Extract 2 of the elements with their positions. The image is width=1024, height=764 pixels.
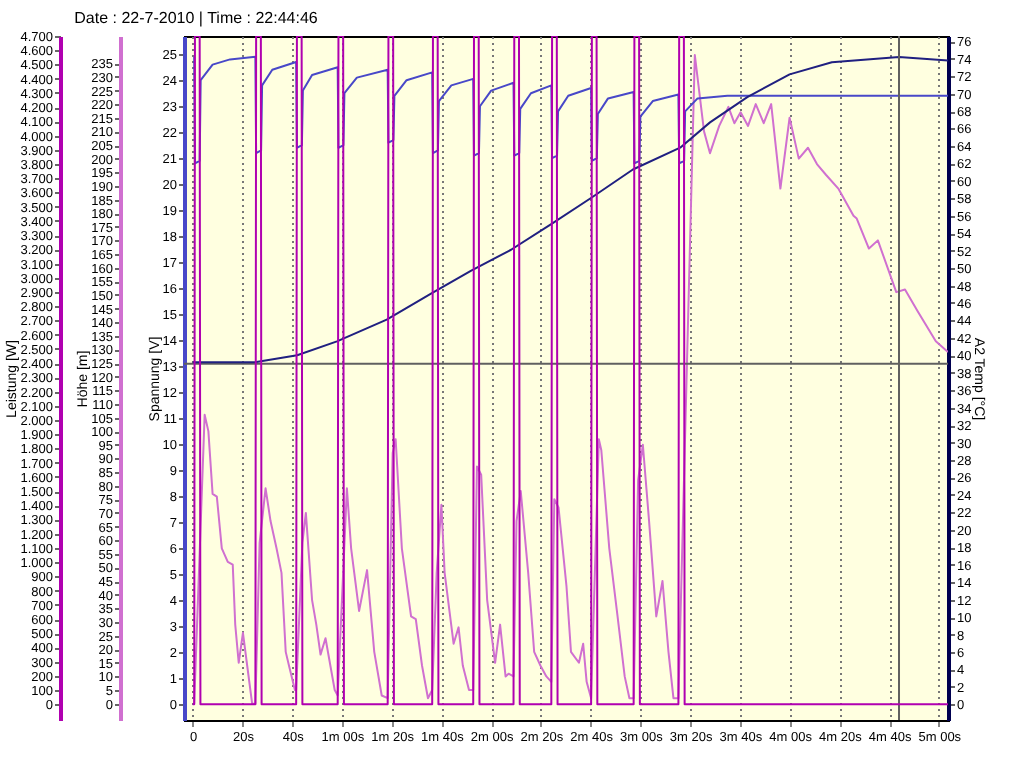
chart-title: Date : 22-7-2010 | Time : 22:44:46 [74,9,319,27]
line-series [191,55,948,364]
